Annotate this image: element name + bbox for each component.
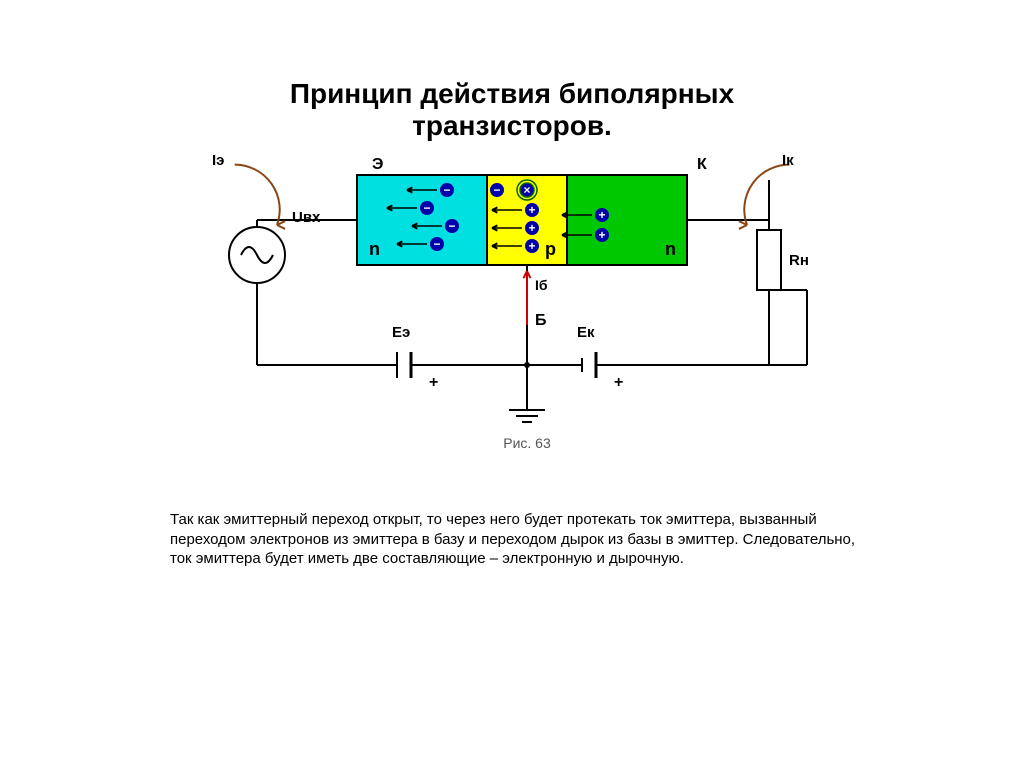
svg-text:+: + [528, 239, 535, 253]
page: Принцип действия биполярныхтранзисторов.… [0, 0, 1024, 767]
circuit-diagram: npnЭК−−−−−×+++++Uвх+EэIбБРис. 63+EкRнIэI… [182, 155, 842, 455]
svg-text:p: p [545, 239, 556, 259]
svg-text:Рис. 63: Рис. 63 [503, 435, 551, 451]
svg-text:Э: Э [372, 156, 383, 173]
title-line1: Принцип действия биполярных [290, 78, 734, 109]
svg-text:К: К [697, 156, 707, 173]
svg-text:−: − [448, 219, 455, 233]
svg-text:+: + [598, 208, 605, 222]
svg-text:n: n [369, 239, 380, 259]
svg-text:+: + [528, 203, 535, 217]
svg-text:−: − [423, 201, 430, 215]
svg-text:+: + [528, 221, 535, 235]
page-title: Принцип действия биполярныхтранзисторов. [0, 78, 1024, 142]
svg-text:×: × [523, 183, 530, 197]
svg-text:+: + [429, 374, 438, 391]
svg-text:Eэ: Eэ [392, 324, 410, 341]
svg-text:+: + [614, 374, 623, 391]
svg-text:Uвх: Uвх [292, 209, 321, 226]
svg-text:−: − [433, 237, 440, 251]
svg-text:Iэ: Iэ [212, 155, 224, 169]
svg-text:+: + [598, 228, 605, 242]
caption-text: Так как эмиттерный переход открыт, то че… [170, 510, 870, 569]
svg-text:Б: Б [535, 312, 547, 329]
svg-text:Iк: Iк [782, 155, 794, 169]
svg-text:−: − [443, 183, 450, 197]
title-line2: транзисторов. [412, 110, 612, 141]
svg-text:Eк: Eк [577, 324, 595, 341]
svg-text:−: − [493, 183, 500, 197]
svg-text:Rн: Rн [789, 252, 809, 269]
svg-text:Iб: Iб [535, 277, 548, 293]
svg-text:n: n [665, 239, 676, 259]
